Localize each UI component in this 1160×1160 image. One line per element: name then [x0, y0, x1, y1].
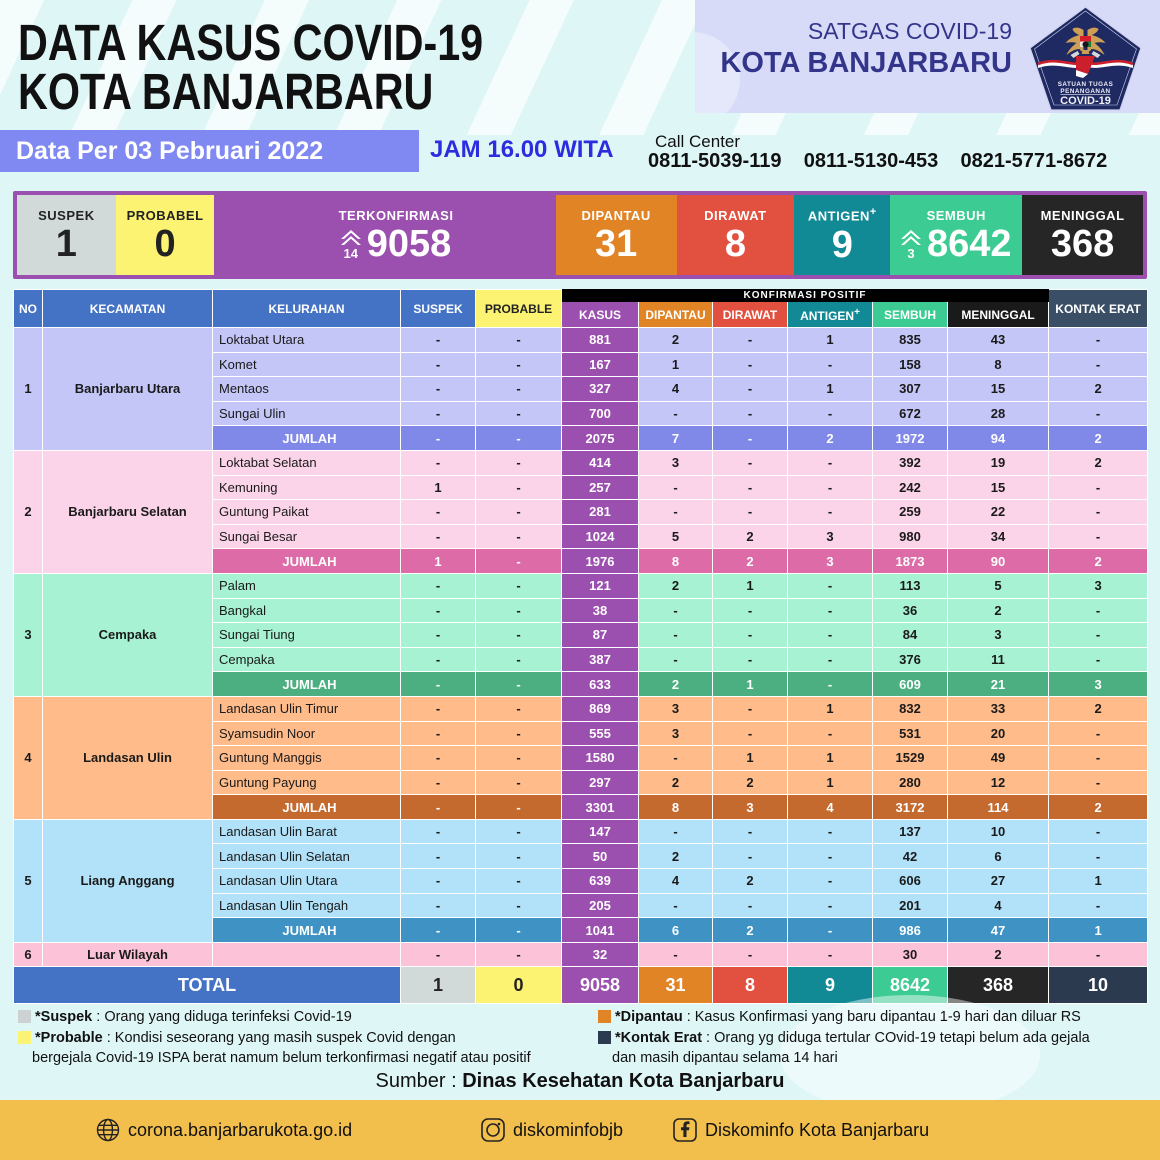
- svg-text:SATUAN TUGAS: SATUAN TUGAS: [1058, 81, 1114, 88]
- svg-text:COVID-19: COVID-19: [1060, 95, 1111, 107]
- svg-text:PENANGANAN: PENANGANAN: [1060, 88, 1110, 95]
